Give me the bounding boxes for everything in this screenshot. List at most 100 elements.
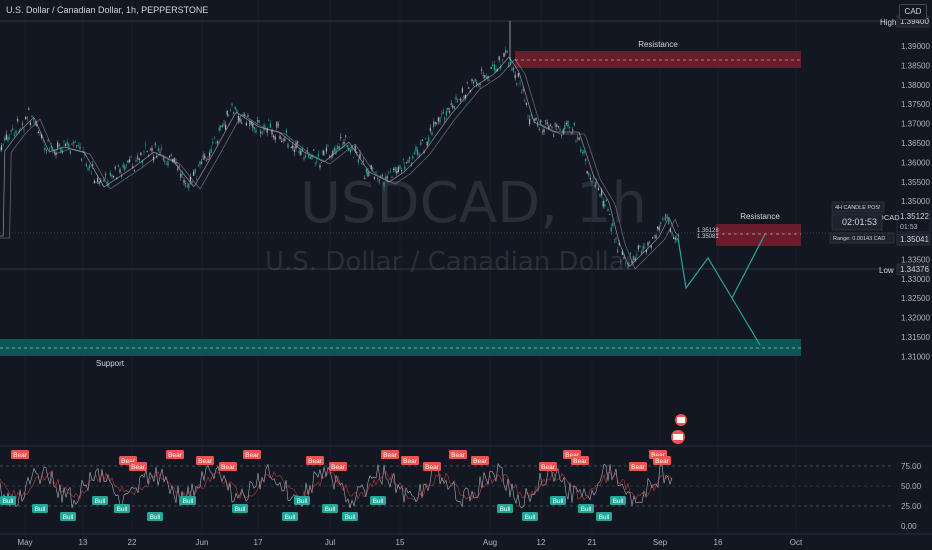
bear-tag (219, 462, 237, 471)
bull-tag-label: Bull (373, 498, 384, 505)
resistance-right-label: Resistance (740, 212, 780, 221)
bear-tag-label: Bear (425, 464, 440, 471)
bear-tag-label: Bear (383, 452, 398, 459)
bear-tag-label: Bear (631, 464, 646, 471)
price-tick: 1.33000 (901, 275, 930, 284)
bear-tag (571, 456, 589, 465)
bull-tag-label: Bull (325, 506, 336, 513)
price-tick: 1.36000 (901, 158, 930, 167)
price-axis-ticks: 1.39000 1.38500 1.38000 1.37500 1.37000 1.365… (901, 42, 930, 361)
price-tick: 1.33500 (901, 255, 930, 264)
bear-tag-label: Bear (198, 458, 213, 465)
bear-tag (11, 450, 29, 459)
vertical-grid (24, 0, 797, 534)
bear-tag-label: Bear (221, 464, 236, 471)
bull-tag-label: Bull (3, 498, 14, 505)
candle-tooltip-range: Range: 0.00143 CAD (833, 236, 885, 242)
bull-tag (596, 512, 612, 521)
resistance-top-label: Resistance (638, 40, 678, 49)
time-tick: 12 (537, 538, 546, 547)
price-tick: 1.37000 (901, 120, 930, 129)
bull-tag (342, 512, 358, 521)
bear-tag (243, 450, 261, 459)
mini-price-label-2: 1.35081 (697, 234, 719, 240)
bear-tag-label: Bear (541, 464, 556, 471)
bull-tag-label: Bull (95, 498, 106, 505)
low-value: 1.34376 (900, 265, 929, 274)
low-label: Low (879, 266, 894, 275)
current-symbol: USDCAD (868, 213, 900, 222)
bear-tag (629, 462, 647, 471)
oscillator-tick: 25.00 (901, 502, 922, 511)
resistance-zone-right[interactable] (716, 224, 801, 246)
bull-tag-label: Bull (500, 506, 511, 513)
bear-tag (653, 456, 671, 465)
support-zone[interactable] (0, 339, 801, 356)
price-tick: 1.39000 (901, 42, 930, 51)
price-tick: 1.38500 (901, 61, 930, 70)
bear-tag-label: Bear (451, 452, 466, 459)
currency-button[interactable]: CAD (899, 4, 927, 20)
bear-tag-label: Bear (565, 452, 580, 459)
bear-tag (449, 450, 467, 459)
high-label: High (880, 18, 896, 27)
time-tick: 13 (79, 538, 88, 547)
oscillator-tick: 50.00 (901, 482, 922, 491)
oscillator-tags: Bear Bear Bear Bear Bear Bear Bear Bear Bear Bear… (0, 450, 671, 521)
bear-tag-label: Bear (308, 458, 323, 465)
bear-tag-label: Bear (13, 452, 28, 459)
bear-tag-label: Bear (331, 464, 346, 471)
oscillator-signal (0, 470, 673, 501)
price-candles (0, 21, 679, 269)
bull-tag (282, 512, 298, 521)
bull-tag-label: Bull (63, 514, 74, 521)
price-tick: 1.31000 (901, 352, 930, 361)
time-tick: Sep (653, 538, 668, 547)
bull-tag-label: Bull (235, 506, 246, 513)
price-tick: 1.37500 (901, 100, 930, 109)
time-tick: 21 (588, 538, 597, 547)
bear-tag-label: Bear (168, 452, 183, 459)
oscillator-pane: Bear Bear Bear Bear Bear Bear Bear Bear Bear Bear… (0, 450, 894, 521)
oscillator-axis-ticks: 75.00 50.00 25.00 0.00 (901, 462, 922, 531)
bear-tag-label: Bear (473, 458, 488, 465)
bull-tag-label: Bull (285, 514, 296, 521)
bull-tag-label: Bull (35, 506, 46, 513)
price-tick: 1.35000 (901, 197, 930, 206)
bull-tag (497, 504, 513, 513)
alert-icon[interactable] (675, 414, 687, 426)
bear-tag (306, 456, 324, 465)
bull-tag (60, 512, 76, 521)
bear-tag (129, 462, 147, 471)
bull-tag (522, 512, 538, 521)
oscillator-tick: 75.00 (901, 462, 922, 471)
time-tick: Aug (483, 538, 497, 547)
alert-icon[interactable] (671, 430, 685, 444)
projection-path-up[interactable] (731, 233, 766, 299)
price-tick: 1.38000 (901, 81, 930, 90)
symbol-title[interactable]: U.S. Dollar / Canadian Dollar, 1h, PEPPE… (6, 5, 209, 15)
time-tick: Oct (790, 538, 803, 547)
projection-path[interactable] (677, 237, 761, 346)
bull-tag (610, 496, 626, 505)
time-tick: 16 (714, 538, 723, 547)
bear-tag (423, 462, 441, 471)
bull-tag-label: Bull (599, 514, 610, 521)
bear-tag (329, 462, 347, 471)
bear-tag-label: Bear (245, 452, 260, 459)
bear-tag (471, 456, 489, 465)
moving-average-fast (0, 56, 679, 268)
bear-tag-label: Bear (403, 458, 418, 465)
resistance-zone-top[interactable] (515, 51, 801, 68)
bear-tag (166, 450, 184, 459)
bull-tag (294, 496, 310, 505)
bull-tag (32, 504, 48, 513)
bull-tag (147, 512, 163, 521)
bear-tag-label: Bear (651, 452, 666, 459)
oscillator-line (0, 462, 673, 509)
bull-tag-label: Bull (117, 506, 128, 513)
bear-tag-label: Bear (131, 464, 146, 471)
bull-tag (114, 504, 130, 513)
time-axis[interactable]: May 13 22 Jun 17 Jul 15 Aug 12 21 Sep 16 Oct (17, 538, 803, 547)
